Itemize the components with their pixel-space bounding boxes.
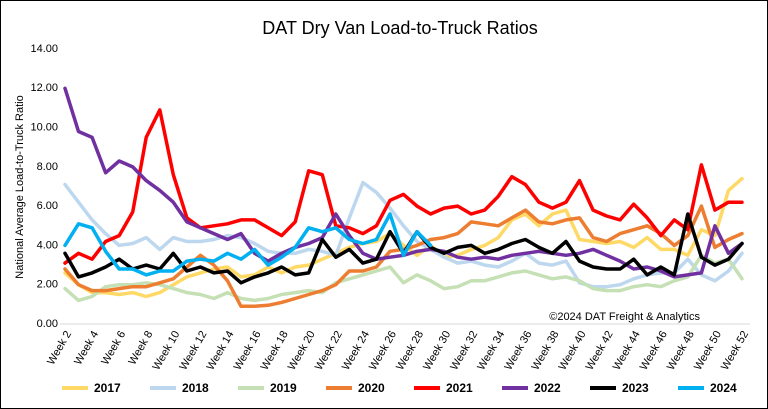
legend-label: 2019 [270,381,297,395]
y-tick-label: 6.00 [37,200,58,212]
legend-label: 2017 [94,381,121,395]
y-tick-label: 8.00 [37,161,58,173]
y-tick-label: 14.00 [30,43,58,55]
series-line [63,212,433,277]
legend-label: 2021 [446,381,473,395]
series-line [63,204,744,309]
y-axis-label: National Average Load-to-Truck Ratio [14,95,26,278]
legend-label: 2024 [710,381,737,395]
legend-label: 2023 [622,381,649,395]
y-tick-label: 10.00 [30,121,58,133]
y-tick-label: 4.00 [37,239,58,251]
series-line [63,108,744,265]
legend-label: 2020 [358,381,385,395]
legend-label: 2022 [534,381,561,395]
legend-label: 2018 [182,381,209,395]
chart-title: DAT Dry Van Load-to-Truck Ratios [262,18,537,38]
y-tick-label: 0.00 [37,318,58,330]
series-line [63,176,744,299]
series-line [63,253,744,303]
y-tick-label: 12.00 [30,82,58,94]
y-tick-label: 2.00 [37,279,58,291]
annotation: ©2024 DAT Freight & Analytics [549,311,700,323]
series-line [63,180,744,289]
